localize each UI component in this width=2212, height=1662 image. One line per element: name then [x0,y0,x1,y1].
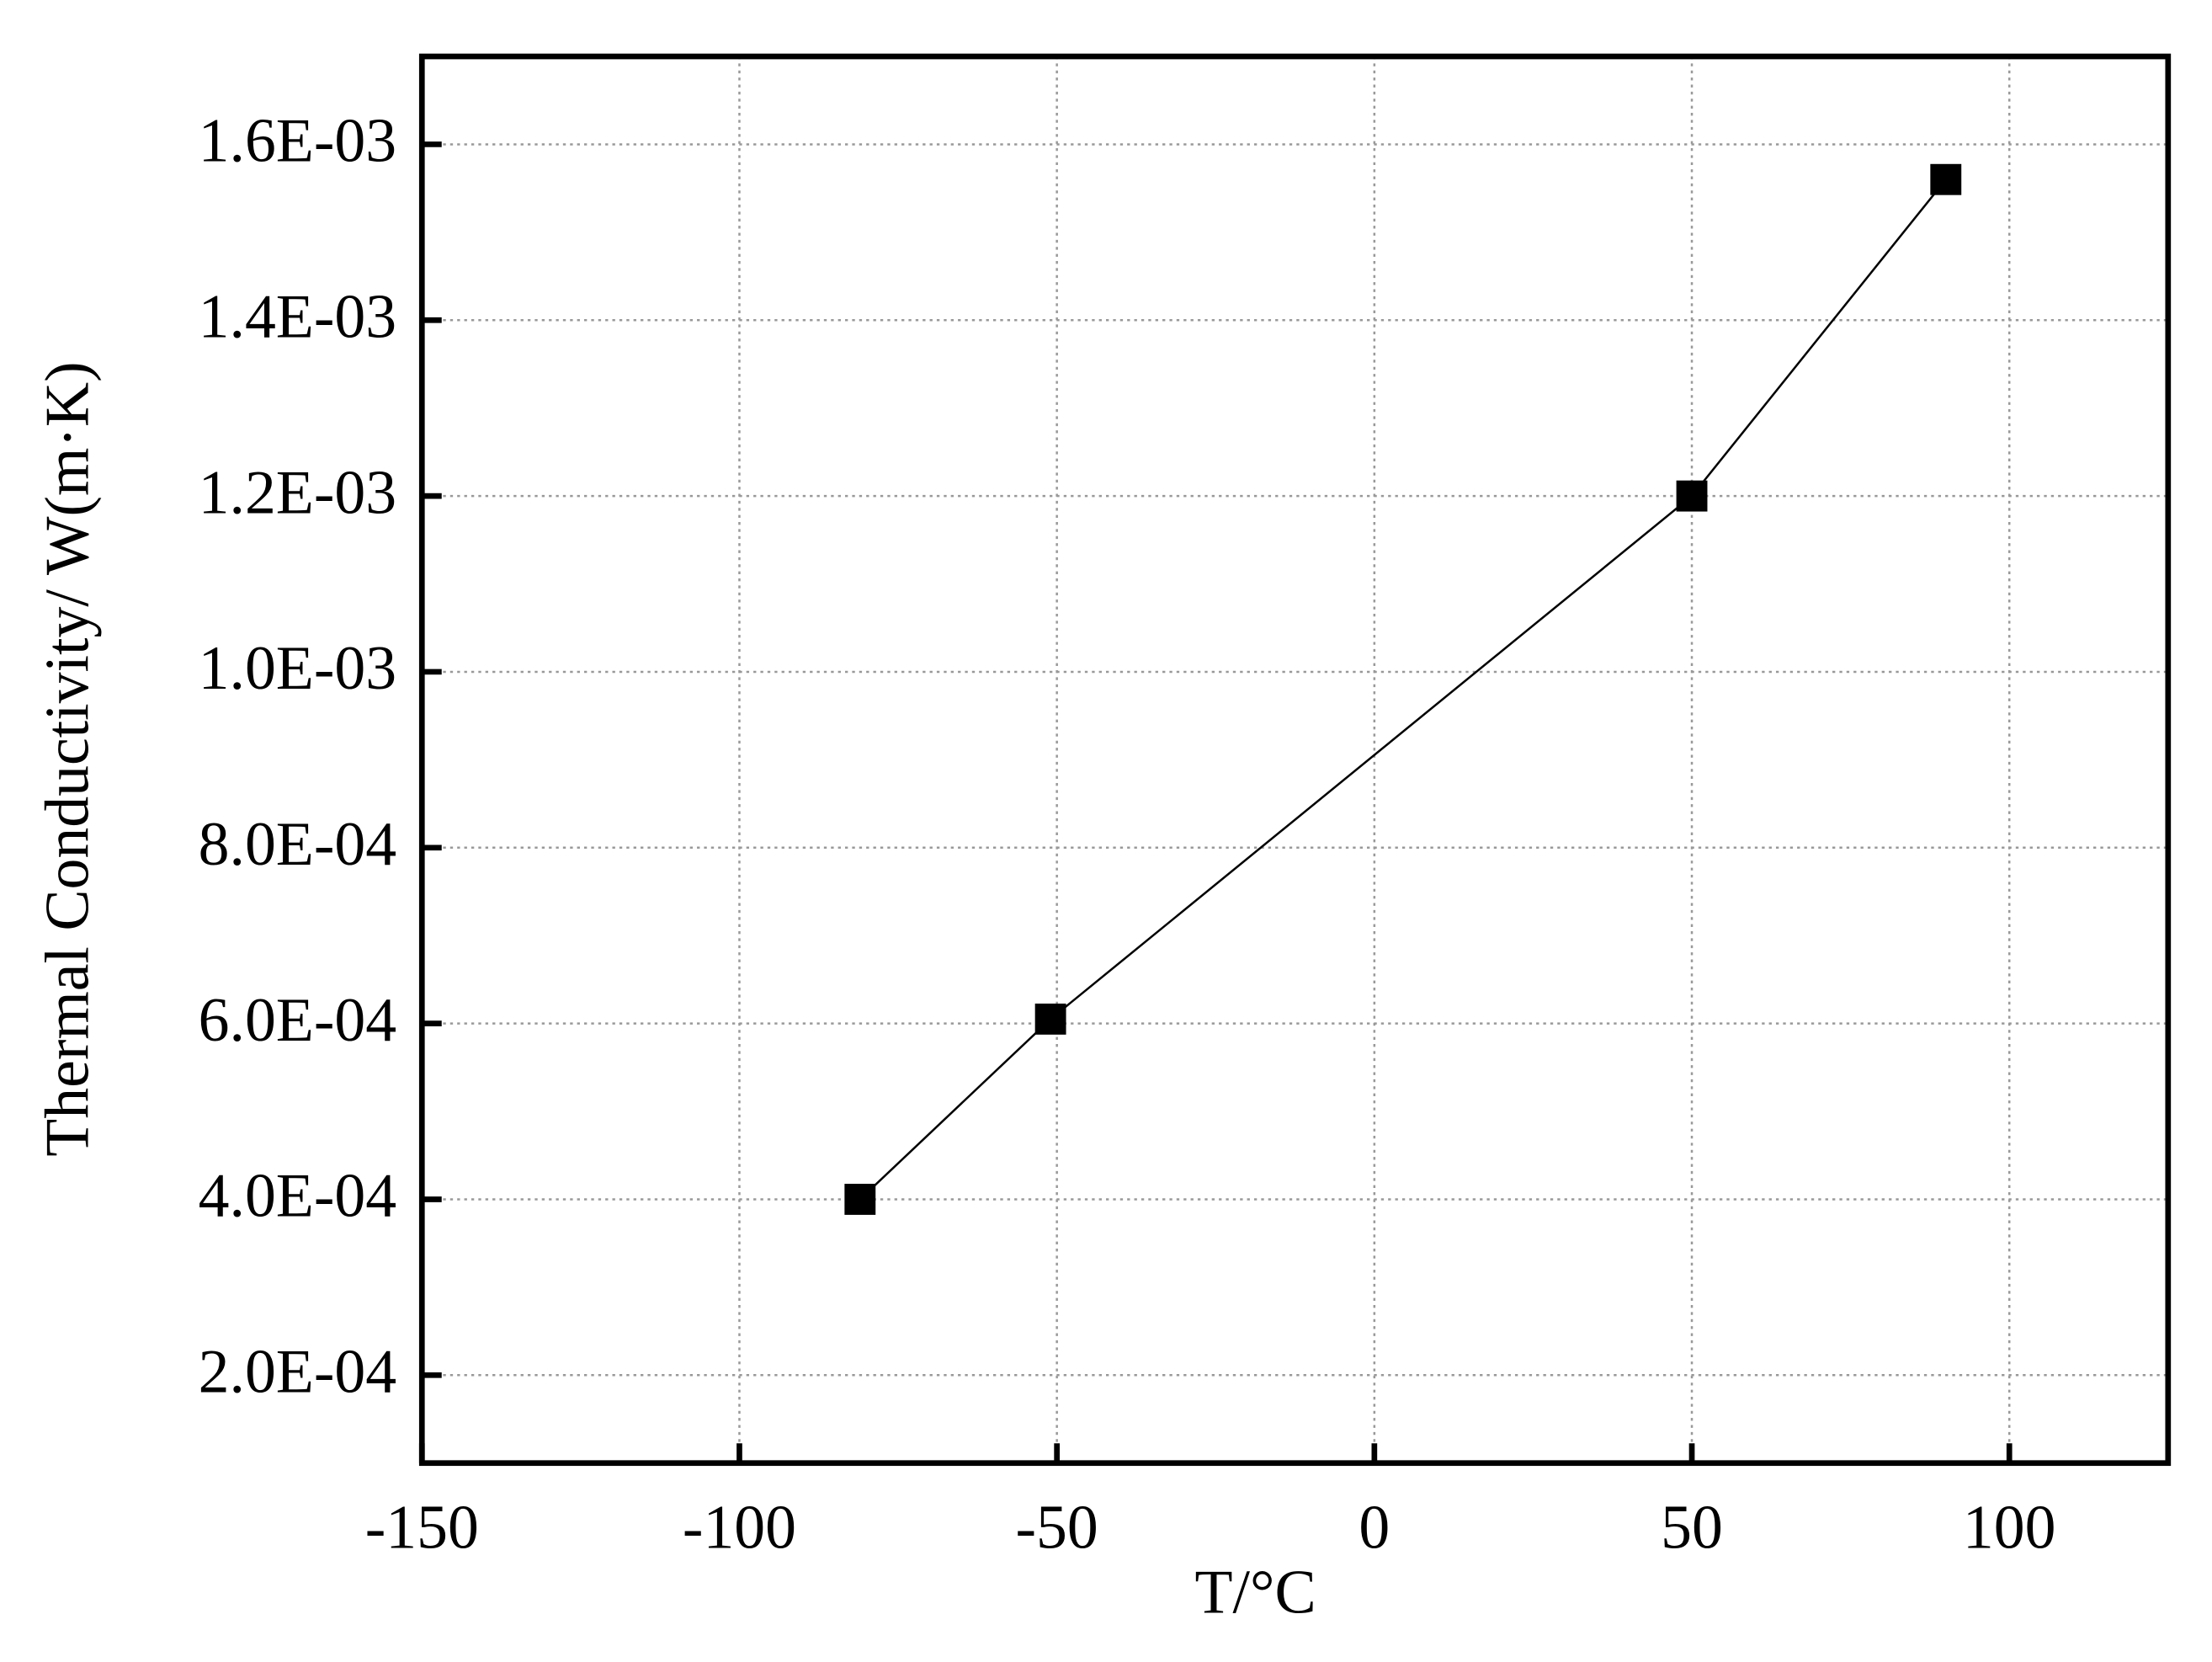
y-tick-label: 1.4E-03 [199,282,396,351]
x-tick-label: -150 [365,1492,479,1561]
data-point [1676,480,1708,512]
plot-frame [418,53,2172,1467]
y-tick-label: 6.0E-04 [199,985,396,1054]
x-tick-label: 0 [1359,1492,1390,1561]
x-tick-label: 100 [1963,1492,2056,1561]
y-tick-label: 4.0E-04 [199,1161,396,1230]
data-line [859,178,1947,1201]
y-tick-label: 8.0E-04 [199,809,396,878]
x-axis-label: T/°C [1195,1558,1316,1627]
x-tick-label: -100 [683,1492,796,1561]
y-tick-label: 1.0E-03 [199,633,396,702]
y-tick-label: 1.2E-03 [199,457,396,526]
x-tick-label: -50 [1016,1492,1098,1561]
x-tick-label: 50 [1661,1492,1723,1561]
y-axis-label: Thermal Conductivity/ W(m·K) [32,361,101,1157]
y-tick-label: 2.0E-04 [199,1337,396,1406]
data-point [844,1184,876,1215]
y-tick-label: 1.6E-03 [199,106,396,175]
data-point [1930,163,1962,195]
data-point [1034,1003,1066,1035]
